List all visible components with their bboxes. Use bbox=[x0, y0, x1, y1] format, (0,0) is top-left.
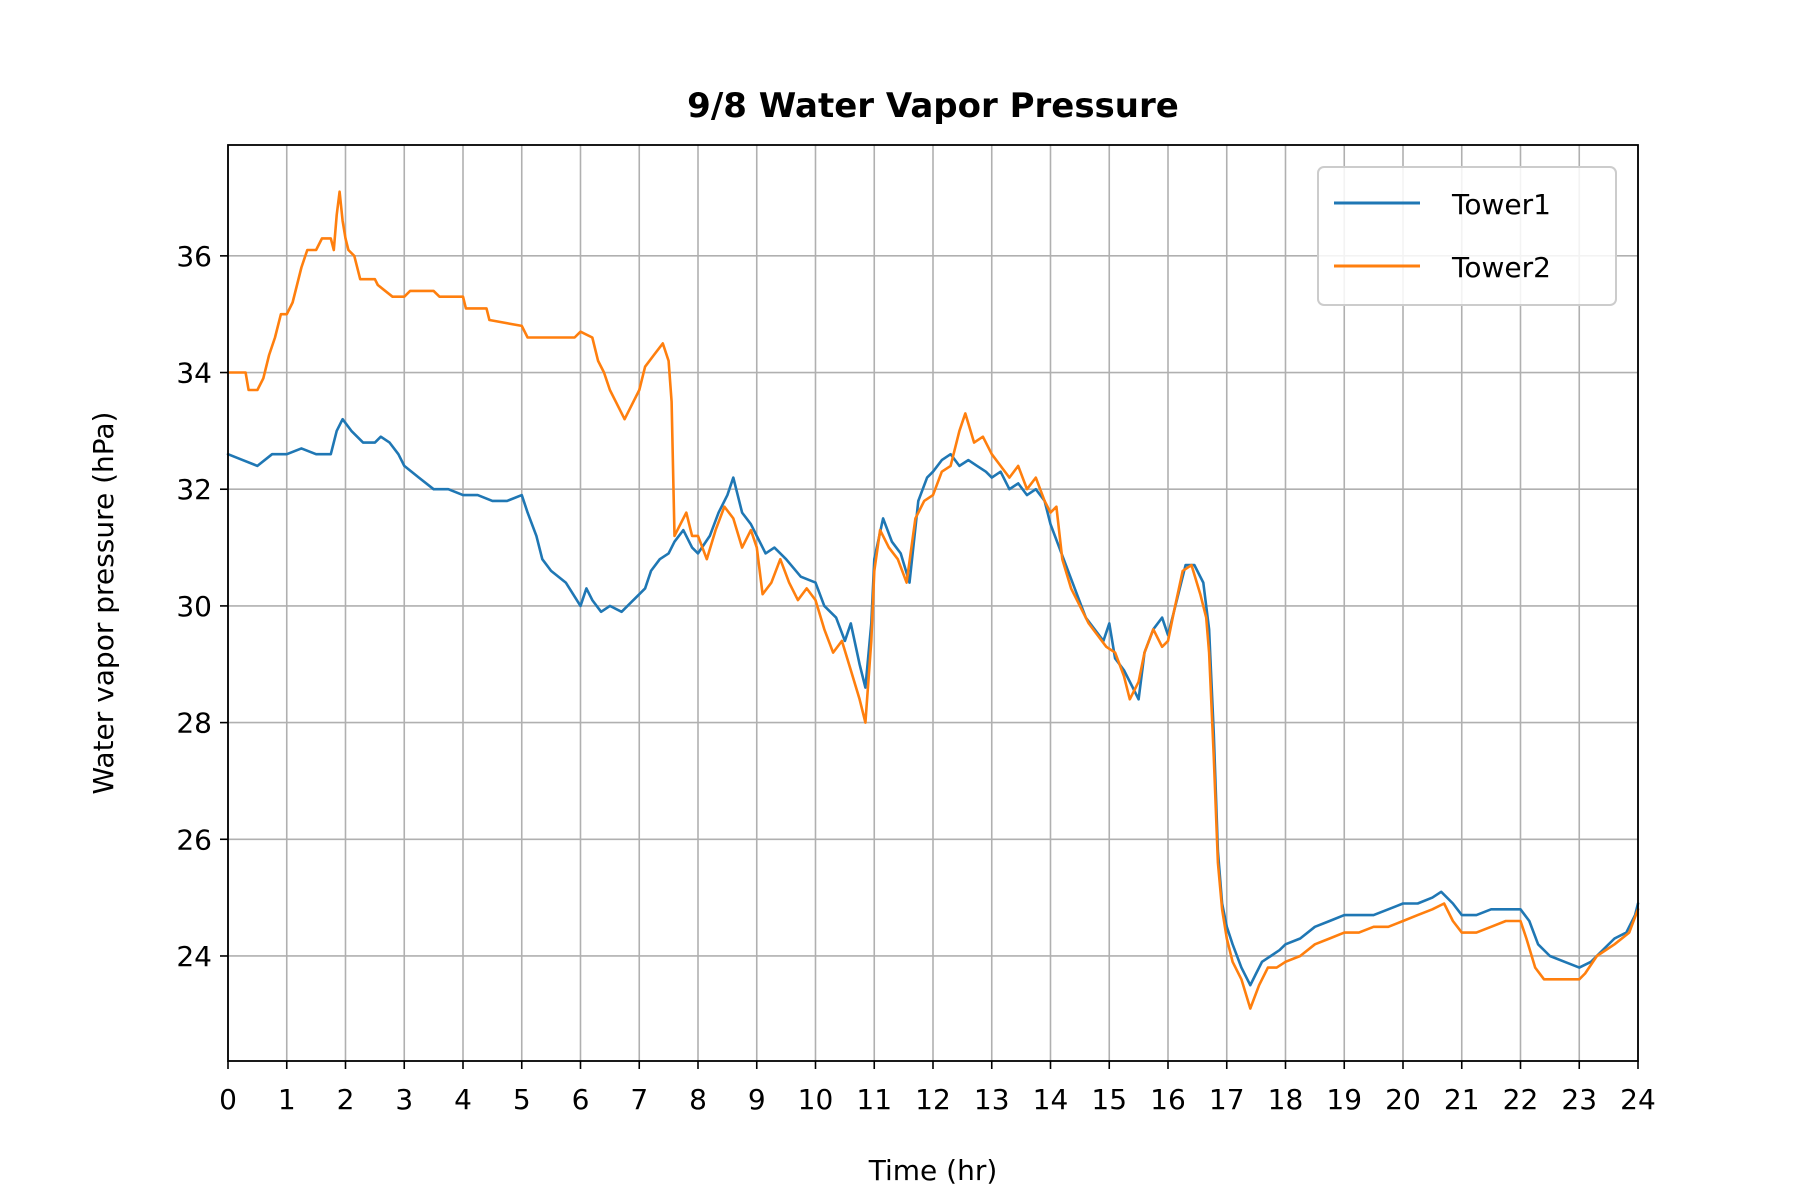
y-tick-label: 26 bbox=[176, 823, 212, 856]
x-tick-label: 18 bbox=[1268, 1083, 1304, 1116]
x-tick-label: 20 bbox=[1385, 1083, 1421, 1116]
x-tick-label: 16 bbox=[1150, 1083, 1186, 1116]
ticks: 0 1 2 3 4 5 6 7 8 9 10 11 12 13 14 15 16 17 18 19 20 21 22 23 24… bbox=[176, 240, 1655, 1116]
x-tick-label: 11 bbox=[856, 1083, 892, 1116]
x-tick-label: 19 bbox=[1326, 1083, 1362, 1116]
y-axis-label: Water vapor pressure (hPa) bbox=[87, 412, 120, 795]
y-tick-label: 34 bbox=[176, 357, 212, 390]
x-tick-label: 1 bbox=[278, 1083, 296, 1116]
y-tick-label: 30 bbox=[176, 590, 212, 623]
series-line-tower2 bbox=[226, 190, 1640, 1010]
x-tick-label: 21 bbox=[1444, 1083, 1480, 1116]
x-tick-label: 2 bbox=[337, 1083, 355, 1116]
x-axis-label: Time (hr) bbox=[868, 1154, 998, 1187]
y-tick-label: 28 bbox=[176, 707, 212, 740]
chart-title: 9/8 Water Vapor Pressure bbox=[687, 86, 1179, 126]
x-tick-label: 15 bbox=[1091, 1083, 1127, 1116]
y-tick-label: 32 bbox=[176, 473, 212, 506]
series-line-tower1 bbox=[226, 417, 1640, 987]
legend: Tower1 Tower2 bbox=[1317, 166, 1617, 306]
legend-label-tower2: Tower2 bbox=[1451, 251, 1551, 284]
x-tick-label: 5 bbox=[513, 1083, 531, 1116]
x-tick-label: 12 bbox=[915, 1083, 951, 1116]
series-layer bbox=[226, 190, 1640, 1010]
x-tick-label: 22 bbox=[1503, 1083, 1539, 1116]
y-tick-label: 24 bbox=[176, 940, 212, 973]
x-tick-label: 0 bbox=[219, 1083, 237, 1116]
x-tick-label: 6 bbox=[572, 1083, 590, 1116]
legend-label-tower1: Tower1 bbox=[1451, 188, 1551, 221]
y-tick-label: 36 bbox=[176, 240, 212, 273]
x-tick-label: 8 bbox=[689, 1083, 707, 1116]
x-tick-label: 13 bbox=[974, 1083, 1010, 1116]
x-tick-label: 4 bbox=[454, 1083, 472, 1116]
x-tick-label: 23 bbox=[1561, 1083, 1597, 1116]
x-tick-label: 9 bbox=[748, 1083, 766, 1116]
x-tick-label: 24 bbox=[1620, 1083, 1656, 1116]
x-tick-label: 3 bbox=[395, 1083, 413, 1116]
x-tick-label: 10 bbox=[798, 1083, 834, 1116]
x-tick-label: 7 bbox=[630, 1083, 648, 1116]
x-tick-label: 17 bbox=[1209, 1083, 1245, 1116]
x-tick-label: 14 bbox=[1033, 1083, 1069, 1116]
